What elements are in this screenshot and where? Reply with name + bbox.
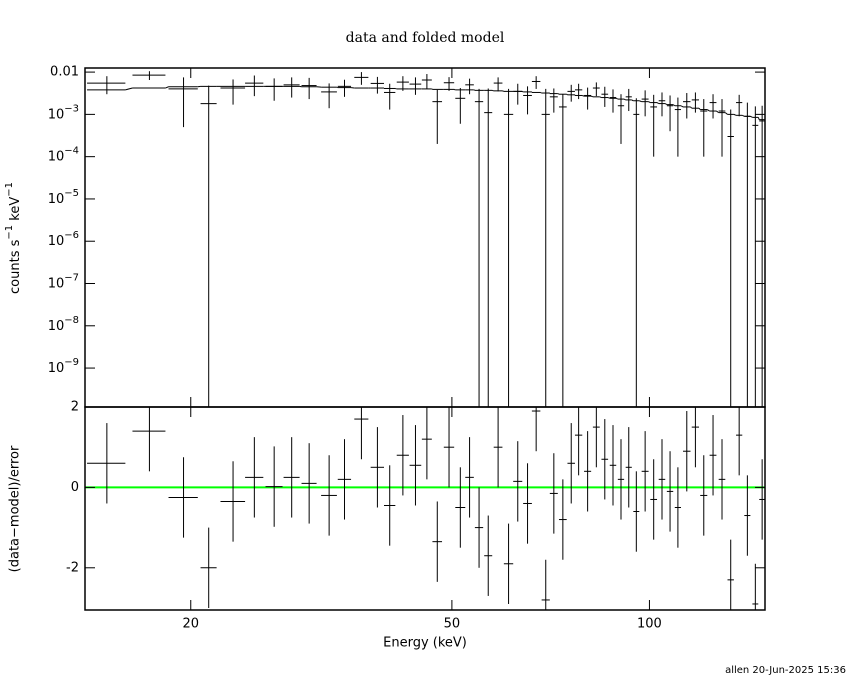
- model-connector: [566, 93, 568, 96]
- y-label-part: counts s: [8, 239, 23, 294]
- tick-base: 10: [48, 361, 65, 376]
- frame: [84, 406, 766, 611]
- model-connector: [590, 95, 594, 98]
- model-connector: [664, 103, 668, 106]
- tick-base: 10: [48, 191, 65, 206]
- x-tick-label: 20: [182, 617, 199, 632]
- y-tick-label: 10−9: [48, 357, 79, 376]
- chart-title: data and folded model: [346, 30, 505, 46]
- model-connector: [125, 87, 133, 91]
- x-tick-label: 100: [637, 617, 662, 632]
- y-tick-label: 10−7: [48, 273, 79, 292]
- model-connector: [607, 97, 610, 99]
- model-connector: [521, 90, 524, 93]
- tick-power: −7: [64, 273, 79, 284]
- tick-power: −8: [64, 315, 79, 326]
- model-connector: [757, 117, 760, 120]
- tick-power: −4: [64, 146, 79, 157]
- model-connector: [716, 110, 719, 114]
- y-tick-label: 10−5: [48, 188, 79, 207]
- model-connector: [656, 102, 659, 105]
- y-label-part: −1: [4, 182, 15, 197]
- model-connector: [707, 109, 710, 112]
- model-connector: [582, 95, 585, 97]
- model-connector: [623, 98, 626, 101]
- model-connector: [648, 101, 651, 104]
- model-connector: [750, 115, 753, 118]
- plot-area: [87, 71, 765, 407]
- y-tick-label: 0: [71, 480, 79, 495]
- tick-power: −9: [64, 357, 79, 368]
- tick-base: 10: [48, 318, 65, 333]
- model-connector: [742, 114, 745, 117]
- y-label-part: −1: [4, 225, 15, 240]
- tick-base: 10: [48, 234, 65, 249]
- model-connector: [680, 105, 684, 108]
- y-tick-label: 10−8: [48, 315, 79, 334]
- model-connector: [631, 99, 634, 102]
- tick-base: 10: [48, 276, 65, 291]
- model-connector: [492, 89, 494, 92]
- tick-power: −6: [64, 230, 79, 241]
- model-connector: [165, 86, 169, 89]
- x-tick-label: 50: [444, 617, 461, 632]
- y-axis-label: (data−model)/error: [8, 445, 23, 572]
- model-connector: [639, 100, 642, 103]
- model-connector: [599, 96, 602, 99]
- x-axis-label: Energy (keV): [383, 636, 467, 651]
- model-connector: [733, 113, 737, 116]
- y-axis-label: counts s−1 keV−1: [4, 182, 23, 294]
- tick-base: 10: [48, 107, 65, 122]
- tick-power: −3: [64, 103, 79, 114]
- frame: [84, 67, 766, 408]
- y-tick-label: 0.01: [50, 65, 79, 80]
- model-connector: [502, 90, 505, 92]
- plot-area: [85, 407, 765, 610]
- model-connector: [616, 97, 619, 100]
- model-connector: [698, 107, 701, 110]
- y-tick-label: 10−4: [48, 146, 79, 165]
- footer: allen 20-Jun-2025 15:36: [725, 665, 846, 676]
- y-tick-label: 10−3: [48, 103, 79, 122]
- y-label-part: keV: [8, 197, 23, 225]
- y-tick-label: -2: [66, 560, 79, 575]
- model-connector: [690, 106, 693, 109]
- tick-base: 10: [48, 149, 65, 164]
- y-tick-label: 10−6: [48, 230, 79, 249]
- model-connector: [557, 93, 560, 95]
- model-connector: [724, 112, 728, 115]
- model-connector: [672, 104, 676, 107]
- tick-power: −5: [64, 188, 79, 199]
- y-tick-label: 2: [71, 400, 79, 415]
- model-connector: [540, 91, 542, 94]
